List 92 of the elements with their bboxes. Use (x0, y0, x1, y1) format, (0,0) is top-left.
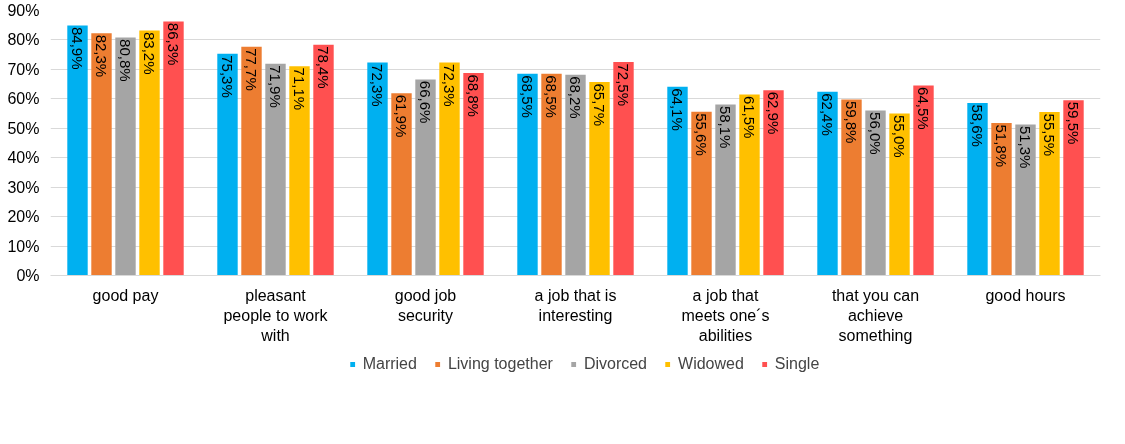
y-tick-label: 70% (7, 60, 40, 78)
bar (1063, 100, 1084, 276)
bar (1039, 112, 1060, 276)
legend-label: Widowed (678, 355, 744, 373)
bar (841, 99, 862, 276)
data-label: 68,8% (465, 74, 482, 117)
y-tick-label: 20% (7, 208, 40, 226)
legend-label: Married (362, 355, 417, 373)
data-label: 59,5% (1065, 101, 1082, 145)
data-label: 51,3% (1017, 125, 1034, 169)
bar (115, 37, 136, 276)
bar (139, 30, 160, 276)
data-label: 59,8% (843, 100, 860, 144)
bar (865, 110, 886, 276)
y-tick-label: 50% (7, 119, 40, 137)
data-label: 78,4% (315, 46, 332, 89)
bar (1015, 124, 1036, 276)
bar (313, 44, 334, 276)
data-label: 55,0% (891, 115, 908, 158)
bar (565, 74, 586, 276)
data-label: 64,1% (669, 88, 686, 131)
data-label: 71,1% (291, 67, 308, 111)
data-label: 72,3% (441, 64, 458, 107)
y-tick-label: 0% (16, 267, 40, 284)
bar (967, 102, 988, 276)
bar (463, 72, 484, 276)
data-label: 68,2% (567, 76, 584, 119)
bar (241, 46, 262, 276)
data-label: 65,7% (591, 83, 608, 127)
data-label: 58,1% (717, 105, 734, 149)
bar (691, 111, 712, 276)
bar (217, 53, 238, 276)
bar (439, 62, 460, 276)
data-label: 72,3% (369, 64, 386, 107)
bar (889, 113, 910, 276)
bar (67, 25, 88, 276)
bar (589, 82, 610, 276)
x-tick-label: pleasant people to work with (223, 286, 329, 345)
bar (415, 79, 436, 276)
bar (91, 33, 112, 276)
data-label: 72,5% (615, 63, 632, 107)
bar (391, 93, 412, 276)
data-label: 61,9% (393, 94, 410, 138)
bar (265, 63, 286, 276)
x-tick-label: a job that meets one´s abilities (681, 286, 770, 345)
bar (913, 85, 934, 276)
data-label: 68,5% (519, 75, 536, 118)
bar (613, 62, 634, 276)
data-label: 66,6% (417, 80, 434, 124)
y-tick-label: 10% (7, 237, 40, 255)
data-label: 83,2% (141, 31, 158, 75)
y-tick-label: 60% (7, 90, 40, 108)
x-tick-label: a job that is interesting (534, 286, 617, 324)
data-label: 55,5% (1041, 113, 1058, 157)
bar (763, 90, 784, 276)
y-tick-label: 40% (7, 149, 40, 167)
x-tick-label: that you can achieve something (831, 286, 920, 345)
data-label: 61,5% (741, 95, 758, 139)
x-tick-label: good job security (394, 286, 457, 324)
bar (739, 94, 760, 276)
data-label: 68,5% (543, 75, 560, 118)
data-label: 62,4% (819, 93, 836, 136)
bar (163, 21, 184, 276)
data-label: 77,7% (243, 48, 260, 91)
data-label: 56,0% (867, 112, 884, 155)
y-tick-label: 90% (7, 2, 40, 19)
bar (289, 66, 310, 276)
bar (715, 104, 736, 276)
bar (367, 62, 388, 276)
data-label: 64,5% (915, 87, 932, 130)
legend-label: Divorced (583, 355, 648, 373)
x-tick-label: good pay (92, 286, 159, 304)
bar (991, 122, 1012, 276)
data-label: 51,8% (993, 124, 1010, 167)
data-label: 58,6% (969, 104, 986, 147)
data-label: 80,8% (117, 39, 134, 82)
data-label: 55,6% (693, 113, 710, 156)
data-label: 71,9% (267, 65, 284, 108)
data-label: 75,3% (219, 55, 236, 98)
bar (667, 86, 688, 276)
bar (817, 91, 838, 276)
data-label: 84,9% (69, 26, 86, 70)
data-label: 86,3% (165, 22, 182, 66)
legend-label: Living together (447, 355, 553, 373)
legend-label: Single (774, 355, 820, 373)
x-tick-label: good hours (985, 286, 1066, 304)
bar (541, 73, 562, 276)
data-label: 82,3% (93, 34, 110, 78)
y-tick-label: 30% (7, 178, 40, 196)
y-tick-label: 80% (7, 31, 40, 49)
bar (517, 73, 538, 276)
data-label: 62,9% (765, 91, 782, 135)
